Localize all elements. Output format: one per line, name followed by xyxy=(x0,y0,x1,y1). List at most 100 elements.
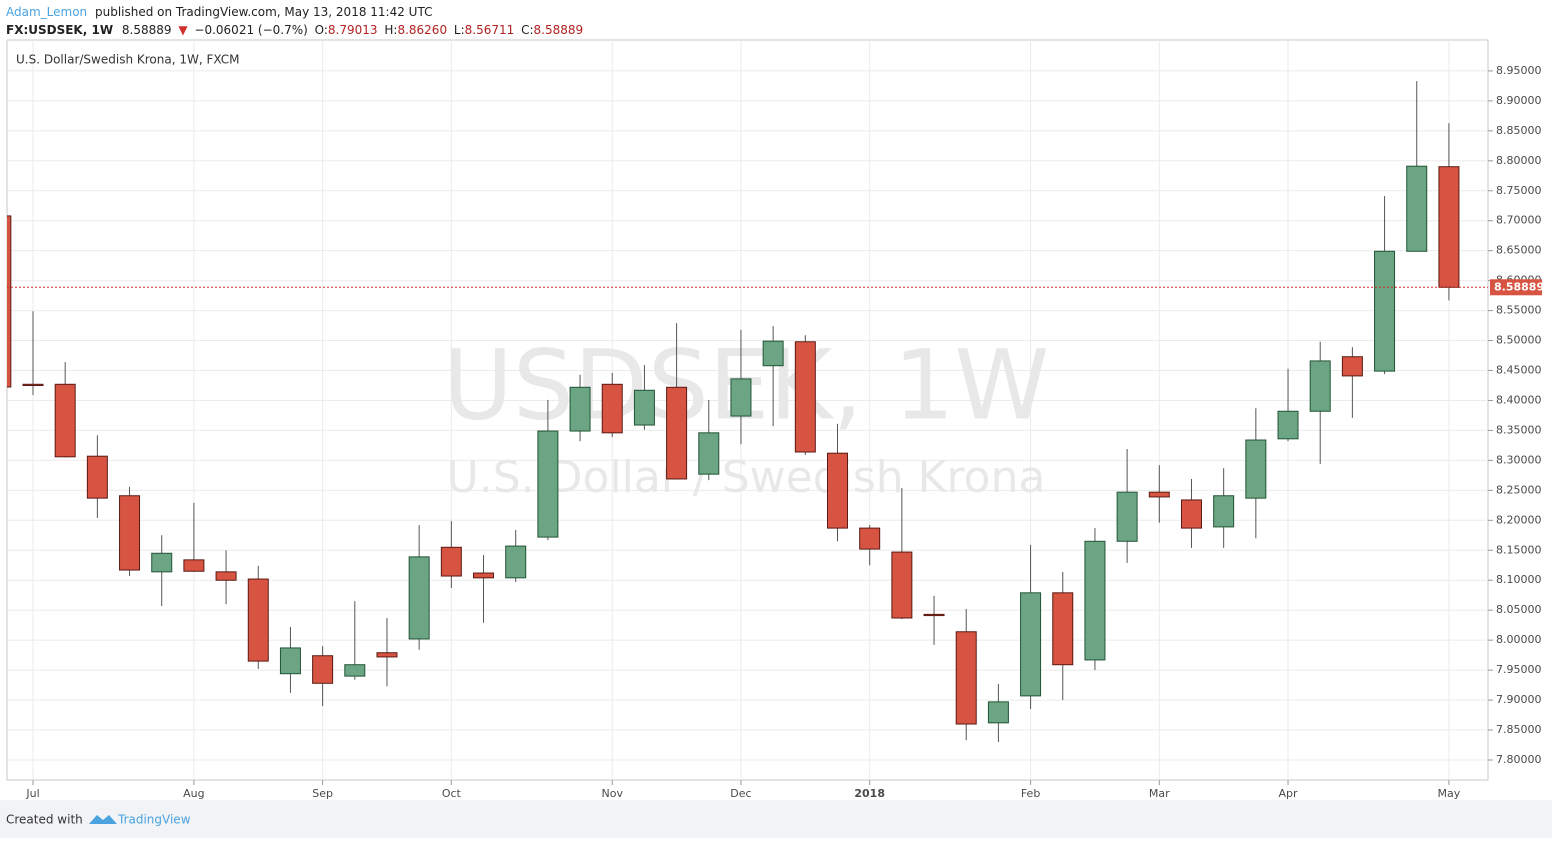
y-tick-label: 8.70000 xyxy=(1496,214,1542,227)
candle-body xyxy=(537,430,559,538)
candle-body xyxy=(891,551,913,619)
pane-border xyxy=(6,39,1489,781)
c: 8.58889 xyxy=(534,23,584,37)
o-label: O: xyxy=(315,23,328,37)
candle-body xyxy=(762,340,784,367)
candle-body xyxy=(505,545,527,579)
candle-body xyxy=(408,556,430,640)
candle-body xyxy=(1052,592,1074,666)
h: 8.86260 xyxy=(397,23,447,37)
candle-body xyxy=(633,389,655,426)
candle-body xyxy=(923,613,945,617)
candle-body xyxy=(730,378,752,417)
candle-body xyxy=(1116,491,1138,542)
x-tick-label: 2018 xyxy=(854,787,885,800)
last-price-tag xyxy=(1490,279,1542,296)
y-tick-label: 8.95000 xyxy=(1496,64,1542,77)
x-tick-label: Feb xyxy=(1021,787,1040,800)
published: published on TradingView.com, May 13, 20… xyxy=(95,5,432,19)
y-tick-label: 8.40000 xyxy=(1496,393,1542,406)
watermark-sub: U.S. Dollar / Swedish Krona xyxy=(447,452,1046,503)
candle-body xyxy=(698,432,720,475)
candle-body xyxy=(247,578,269,662)
y-tick-label: 7.80000 xyxy=(1496,753,1542,766)
candle-body xyxy=(1438,166,1460,288)
y-tick-label: 8.10000 xyxy=(1496,573,1542,586)
x-tick-label: Dec xyxy=(730,787,751,800)
candle-body xyxy=(1213,495,1235,528)
y-tick-label: 8.85000 xyxy=(1496,124,1542,137)
candle-body xyxy=(1309,360,1331,412)
candle-body xyxy=(215,571,237,581)
o: 8.79013 xyxy=(328,23,378,37)
y-tick-label: 7.85000 xyxy=(1496,723,1542,736)
candle-body xyxy=(279,647,301,675)
x-tick-label: Apr xyxy=(1279,787,1299,800)
symbol: FX:USDSEK, 1W xyxy=(6,23,113,37)
candle-body xyxy=(955,631,977,725)
y-tick-label: 8.75000 xyxy=(1496,184,1542,197)
y-tick-label: 7.90000 xyxy=(1496,693,1542,706)
footer-created: Created with xyxy=(6,813,83,827)
candle-body xyxy=(827,452,848,529)
l: 8.56711 xyxy=(465,23,515,37)
y-tick-label: 8.65000 xyxy=(1496,244,1542,257)
y-tick-label: 7.95000 xyxy=(1496,663,1542,676)
candle-body xyxy=(376,652,398,658)
y-tick-label: 8.00000 xyxy=(1496,633,1542,646)
candle-body xyxy=(1374,250,1396,372)
header-line-2: FX:USDSEK, 1W 8.58889 ▼ −0.06021 (−0.7%)… xyxy=(6,23,583,37)
candle-body xyxy=(119,495,141,571)
candle-body xyxy=(54,383,76,458)
candle-body xyxy=(312,655,334,684)
candle-body xyxy=(1277,410,1299,440)
x-tick-label: Nov xyxy=(602,787,624,800)
author[interactable]: Adam_Lemon xyxy=(6,5,87,19)
direction: ▼ xyxy=(178,23,188,37)
y-tick-label: 8.90000 xyxy=(1496,94,1542,107)
candle-body xyxy=(666,386,688,480)
footer-brand[interactable]: TradingView xyxy=(117,813,191,827)
candle-body xyxy=(344,664,366,677)
x-tick-label: Mar xyxy=(1149,787,1170,800)
y-tick-label: 8.15000 xyxy=(1496,543,1542,556)
last: 8.58889 xyxy=(122,23,172,37)
change: −0.06021 (−0.7%) xyxy=(194,23,307,37)
candle-body xyxy=(1341,356,1363,377)
candle-body xyxy=(86,455,108,499)
l-label: L: xyxy=(454,23,465,37)
header-line-1: Adam_Lemon published on TradingView.com,… xyxy=(6,5,432,19)
y-tick-label: 8.50000 xyxy=(1496,334,1542,347)
x-tick-label: Jul xyxy=(25,787,39,800)
x-tick-label: May xyxy=(1438,787,1461,800)
candle-body xyxy=(151,552,173,573)
c-label: C: xyxy=(521,23,533,37)
x-tick-label: Sep xyxy=(312,787,333,800)
y-tick-label: 8.45000 xyxy=(1496,364,1542,377)
y-tick-label: 8.20000 xyxy=(1496,513,1542,526)
x-tick-label: Oct xyxy=(442,787,462,800)
candle-body xyxy=(7,215,12,388)
tv-logo[interactable] xyxy=(89,815,117,824)
x-tick-label: Aug xyxy=(183,787,204,800)
candle-body xyxy=(473,572,495,579)
candle-body xyxy=(859,527,881,550)
chart-title: U.S. Dollar/Swedish Krona, 1W, FXCM xyxy=(16,53,239,67)
last-price-label: 8.58889 xyxy=(1494,280,1544,293)
candle-body xyxy=(987,701,1009,724)
y-tick-label: 8.05000 xyxy=(1496,603,1542,616)
y-tick-label: 8.55000 xyxy=(1496,304,1542,317)
y-tick-label: 8.80000 xyxy=(1496,154,1542,167)
candle-body xyxy=(1180,499,1202,529)
candle-body xyxy=(22,383,44,386)
candle-body xyxy=(794,341,816,453)
h-label: H: xyxy=(384,23,397,37)
y-tick-label: 8.30000 xyxy=(1496,453,1542,466)
footer-bar xyxy=(0,800,1552,838)
candle-body xyxy=(569,386,591,432)
candle-body xyxy=(1245,439,1267,499)
candle-body xyxy=(1148,491,1170,498)
candle-body xyxy=(1406,165,1428,252)
